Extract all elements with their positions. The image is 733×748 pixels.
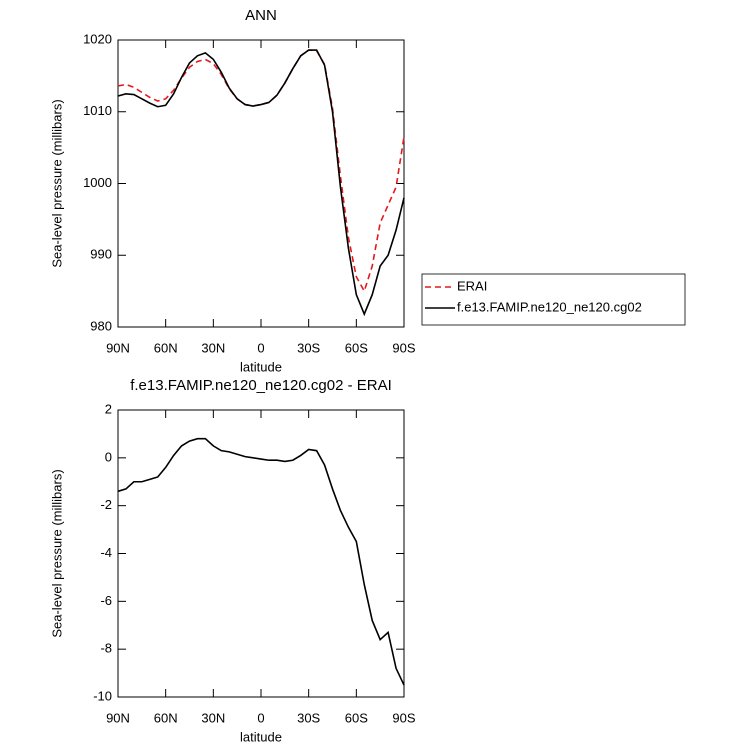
x-tick-label: 90N (106, 710, 130, 725)
data-line (117, 437, 405, 686)
x-tick-label: 60S (345, 340, 368, 355)
chart-title: ANN (245, 7, 277, 24)
x-tick-label: 30S (297, 710, 320, 725)
y-tick-label: 2 (105, 401, 112, 416)
x-tick-label: 0 (257, 340, 264, 355)
y-tick-label: -4 (100, 545, 112, 560)
x-tick-label: 30S (297, 340, 320, 355)
y-tick-label: 0 (105, 449, 112, 464)
y-tick-label: 1020 (83, 31, 112, 46)
x-axis-label: latitude (240, 359, 282, 374)
x-tick-label: 60N (154, 340, 178, 355)
y-tick-label: -8 (100, 641, 112, 656)
y-tick-label: -6 (100, 593, 112, 608)
legend-label: f.e13.FAMIP.ne120_ne120.cg02 (457, 299, 642, 314)
x-tick-label: 60N (154, 710, 178, 725)
plot-frame (117, 39, 405, 328)
x-tick-label: 90S (392, 710, 415, 725)
data-line (117, 49, 405, 317)
y-tick-label: 980 (90, 318, 112, 333)
chart-title: f.e13.FAMIP.ne120_ne120.cg02 - ERAI (130, 377, 392, 394)
y-tick-label: 1010 (83, 103, 112, 118)
data-line (117, 49, 405, 294)
legend-label: ERAI (457, 278, 487, 293)
x-tick-label: 0 (257, 710, 264, 725)
y-tick-label: 1000 (83, 175, 112, 190)
x-axis-label: latitude (240, 729, 282, 744)
x-tick-label: 30N (201, 340, 225, 355)
y-tick-label: -2 (100, 497, 112, 512)
plot-frame (117, 409, 405, 698)
x-tick-label: 60S (345, 710, 368, 725)
y-tick-label: 990 (90, 247, 112, 262)
x-tick-label: 90N (106, 340, 130, 355)
y-axis-label: Sea-level pressure (millibars) (49, 99, 64, 267)
y-axis-label: Sea-level pressure (millibars) (49, 469, 64, 637)
x-tick-label: 30N (201, 710, 225, 725)
y-tick-label: -10 (93, 688, 112, 703)
legend-box (421, 273, 686, 326)
x-tick-label: 90S (392, 340, 415, 355)
